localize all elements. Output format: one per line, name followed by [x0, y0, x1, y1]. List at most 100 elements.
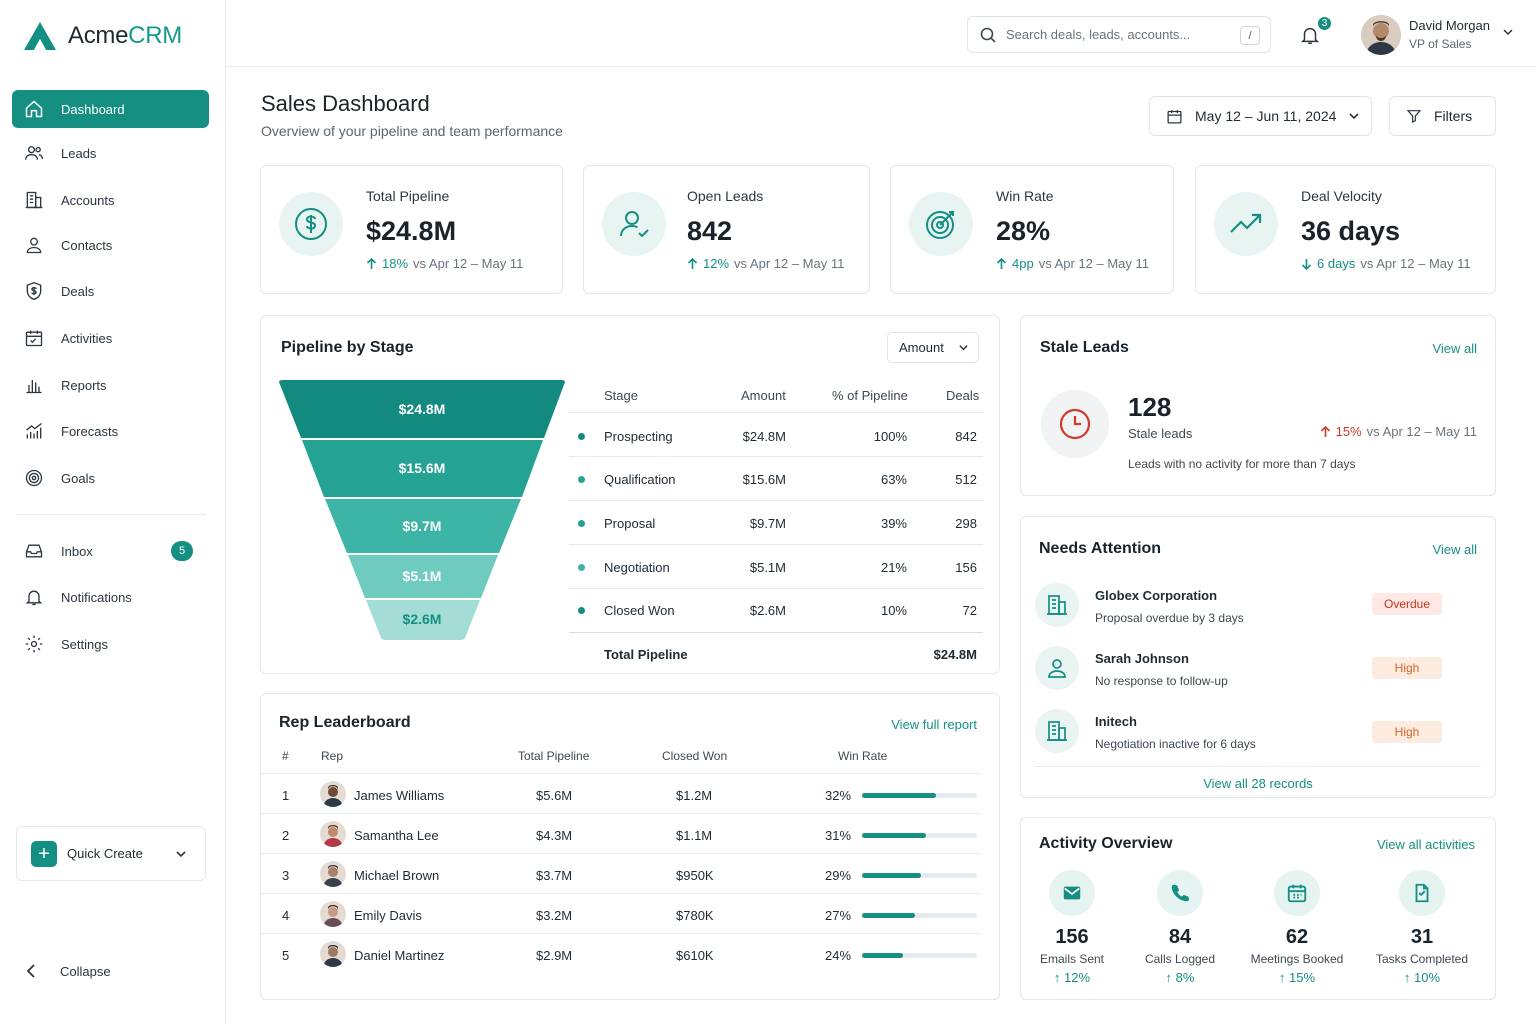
chevron-down-icon	[1349, 113, 1359, 120]
chevron-down-icon[interactable]	[1502, 26, 1514, 38]
funnel-stage-negotiation[interactable]	[348, 555, 498, 598]
activity-delta: ↑ 15%	[1278, 970, 1316, 985]
rep-avatar	[320, 941, 346, 967]
user-icon	[1048, 659, 1066, 678]
sidebar-item-label: Dashboard	[61, 101, 125, 117]
sidebar-item-reports[interactable]: Reports	[12, 366, 209, 404]
sidebar-item-accounts[interactable]: Accounts	[12, 181, 209, 219]
pipeline-by-stage-card: Pipeline by Stage Amount $24.8M $15.6M $…	[260, 315, 1000, 674]
kpi-label: Deal Velocity	[1301, 188, 1382, 204]
rep-leaderboard-card: Rep Leaderboard View full report # Rep T…	[260, 693, 1000, 1000]
view-all-stale-link[interactable]: View all	[1432, 341, 1477, 356]
activity-label: Tasks Completed	[1375, 952, 1469, 966]
sidebar-item-dashboard[interactable]: Dashboard	[12, 90, 209, 128]
sidebar-item-forecasts[interactable]: Forecasts	[12, 412, 209, 450]
view-all-attention-link[interactable]: View all	[1432, 542, 1477, 557]
search-input[interactable]	[1006, 27, 1226, 42]
sidebar-item-deals[interactable]: Deals	[12, 272, 209, 310]
activity-overview-card: Activity Overview View all activities 15…	[1020, 817, 1496, 1000]
chevron-down-icon	[959, 345, 968, 351]
row-divider	[569, 500, 983, 501]
user-name: David Morgan	[1409, 18, 1490, 33]
attention-desc: Proposal overdue by 3 days	[1095, 611, 1244, 625]
funnel-stage-prospecting[interactable]	[279, 380, 565, 438]
funnel-stage-qualification[interactable]	[302, 440, 543, 497]
activity-meetings[interactable]: 62 Meetings Booked ↑ 15%	[1242, 870, 1352, 985]
table-header: Deals	[946, 388, 980, 403]
view-full-report-link[interactable]: View full report	[891, 717, 977, 732]
activity-emails[interactable]: 156 Emails Sent ↑ 12%	[1017, 870, 1127, 985]
rep-rank: 5	[282, 948, 290, 963]
table-header: #	[282, 749, 289, 763]
arrow-up-icon	[366, 257, 377, 269]
stage-deals: 298	[955, 516, 977, 531]
sidebar-item-leads[interactable]: Leads	[12, 134, 209, 172]
priority-tag: High	[1372, 721, 1442, 743]
phone-icon	[1171, 884, 1190, 902]
kpi-card-deal-velocity[interactable]: Deal Velocity 36 days 6 days vs Apr 12 –…	[1195, 165, 1496, 294]
sidebar-item-activities[interactable]: Activities	[12, 319, 209, 357]
acme-logo-icon	[24, 22, 56, 50]
pipeline-metric-select[interactable]: Amount	[887, 332, 979, 363]
sidebar-item-label: Forecasts	[61, 423, 119, 439]
kpi-card-win-rate[interactable]: Win Rate 28% 4pp vs Apr 12 – May 11	[890, 165, 1174, 294]
quick-create-button[interactable]: + Quick Create	[16, 826, 206, 881]
activity-calls[interactable]: 84 Calls Logged ↑ 8%	[1125, 870, 1235, 985]
kpi-delta: 4pp vs Apr 12 – May 11	[996, 256, 1149, 271]
sidebar-item-goals[interactable]: Goals	[12, 459, 209, 497]
bell-icon	[25, 590, 43, 606]
total-divider	[569, 632, 983, 633]
user-avatar[interactable]	[1361, 15, 1401, 55]
search-box[interactable]: /	[967, 16, 1271, 53]
rep-avatar	[320, 861, 346, 887]
attention-name: Globex Corporation	[1095, 588, 1218, 603]
notifications-bell-icon[interactable]	[1299, 24, 1321, 46]
rep-rank: 4	[282, 908, 290, 923]
sidebar-item-contacts[interactable]: Contacts	[12, 226, 209, 264]
stage-name: Proposal	[604, 516, 656, 531]
attention-name: Initech	[1095, 714, 1137, 729]
activity-icon-bg	[1399, 870, 1445, 916]
view-all-activities-link[interactable]: View all activities	[1376, 837, 1475, 852]
building-icon	[25, 191, 43, 209]
sidebar-item-settings[interactable]: Settings	[12, 625, 209, 663]
funnel-stage-closed-won[interactable]	[366, 600, 480, 640]
calendar-icon	[1167, 109, 1182, 124]
view-all-records-link[interactable]: View all 28 records	[1203, 776, 1313, 791]
date-range-picker[interactable]: May 12 – Jun 11, 2024	[1149, 96, 1372, 136]
card-title: Rep Leaderboard	[279, 714, 411, 731]
kpi-card-total-pipeline[interactable]: Total Pipeline $24.8M 18% vs Apr 12 – Ma…	[260, 165, 563, 294]
total-label: Total Pipeline	[604, 647, 688, 662]
kpi-value: 36 days	[1301, 216, 1401, 246]
activity-value: 31	[1410, 926, 1434, 948]
avatar-photo	[320, 901, 346, 927]
funnel-label: $24.8M	[399, 401, 446, 417]
app-logo[interactable]: AcmeCRM	[24, 22, 182, 50]
activity-tasks[interactable]: 31 Tasks Completed ↑ 10%	[1369, 870, 1475, 985]
rep-pipeline: $3.7M	[536, 868, 573, 883]
trend-icon	[1230, 213, 1262, 233]
collapse-sidebar-button[interactable]: Collapse	[24, 963, 111, 979]
funnel-stage-proposal[interactable]	[325, 499, 521, 553]
kpi-compare: vs Apr 12 – May 11	[1038, 256, 1150, 271]
rep-rank: 2	[282, 828, 290, 843]
rep-name: Michael Brown	[354, 868, 440, 883]
kpi-delta: 6 days vs Apr 12 – May 11	[1301, 256, 1471, 271]
stale-delta: 15% vs Apr 12 – May 11	[1320, 424, 1477, 439]
stage-percent: 21%	[880, 560, 907, 575]
sidebar-item-notifications[interactable]: Notifications	[12, 578, 209, 616]
table-header: % of Pipeline	[832, 388, 908, 403]
sidebar-item-label: Settings	[61, 636, 108, 652]
kpi-card-open-leads[interactable]: Open Leads 842 12% vs Apr 12 – May 11	[583, 165, 870, 294]
activity-delta: ↑ 8%	[1165, 970, 1195, 985]
page-title: Sales Dashboard	[261, 91, 430, 116]
sidebar-item-inbox[interactable]: Inbox 5	[12, 532, 209, 570]
stage-color-dot	[578, 607, 585, 614]
stage-deals: 512	[955, 472, 977, 487]
stage-name: Closed Won	[604, 603, 675, 618]
filters-button[interactable]: Filters	[1389, 96, 1496, 136]
sidebar-item-label: Notifications	[61, 589, 132, 605]
inbox-badge: 5	[171, 541, 193, 561]
stage-percent: 39%	[880, 516, 907, 531]
rep-win-rate: 27%	[825, 908, 852, 923]
